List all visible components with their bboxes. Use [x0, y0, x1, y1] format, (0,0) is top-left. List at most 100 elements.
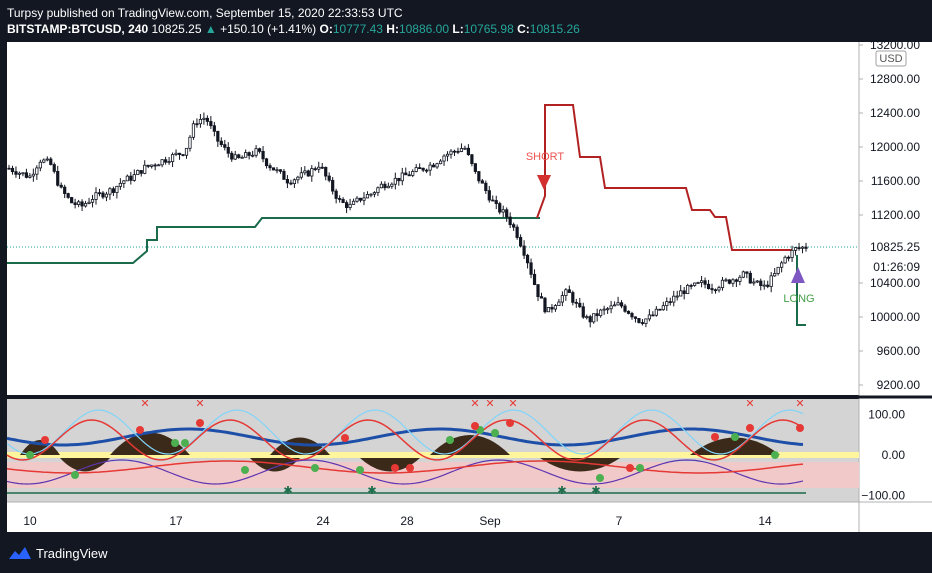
- candle-body: [640, 322, 645, 324]
- oversold-star-icon: ✱: [557, 484, 566, 497]
- bearish-dot: [136, 426, 144, 434]
- currency-label: USD: [879, 53, 902, 65]
- price-axis[interactable]: [859, 42, 932, 502]
- candle-body: [564, 289, 568, 296]
- close-label: C:: [517, 22, 530, 36]
- candle-body: [244, 152, 248, 158]
- bearish-dot: [711, 433, 719, 441]
- bullish-dot: [596, 474, 604, 482]
- candle-body: [519, 237, 523, 247]
- candle-body: [52, 164, 56, 172]
- candle-body: [24, 172, 29, 178]
- candle-body: [769, 275, 773, 287]
- candle-body: [780, 262, 784, 268]
- high-value: 10886.00: [398, 22, 450, 36]
- bullish-dot: [181, 439, 189, 447]
- bar-countdown: 01:26:09: [873, 260, 920, 274]
- candle-body: [56, 170, 60, 186]
- candle-body: [327, 175, 331, 181]
- oscillator-dip: [60, 458, 110, 472]
- candle-body: [470, 154, 474, 165]
- candle-body: [644, 318, 648, 324]
- candle-body: [623, 305, 627, 312]
- candle-body: [17, 172, 22, 175]
- candle-body: [595, 313, 599, 317]
- time-tick-labels: 10 17 24 28 Sep 7 14: [23, 514, 772, 528]
- time-tick: 24: [316, 514, 330, 528]
- candle-body: [219, 140, 223, 145]
- candle-body: [658, 308, 662, 311]
- candle-body: [741, 271, 745, 278]
- last-price-axis-label: 10825.25: [870, 240, 920, 254]
- candle-body: [762, 284, 766, 287]
- candle-body: [522, 245, 526, 256]
- candle-body: [202, 117, 206, 120]
- candle-body: [195, 123, 199, 126]
- candle-body: [407, 174, 411, 177]
- candle-body: [647, 314, 651, 320]
- trailing-stop-long: [7, 217, 540, 264]
- candle-body: [170, 154, 175, 162]
- candle-body: [115, 185, 119, 193]
- candle-body: [727, 279, 732, 284]
- candle-body: [592, 313, 596, 323]
- candle-body: [588, 316, 592, 323]
- candle-body: [710, 288, 714, 291]
- purple-line: [6, 459, 804, 485]
- candle-body: [689, 284, 693, 287]
- candle-body: [734, 279, 738, 282]
- price-tick: 12000.00: [870, 140, 920, 154]
- candle-body: [358, 197, 363, 201]
- candle-body: [216, 130, 220, 142]
- short-signal-label: SHORT: [526, 151, 565, 163]
- candle-body: [87, 201, 91, 204]
- candle-body: [626, 310, 631, 314]
- candle-body: [181, 154, 185, 156]
- candle-body: [571, 292, 575, 303]
- candle-body: [251, 154, 255, 157]
- candle-body: [400, 172, 404, 182]
- candle-body: [292, 179, 296, 185]
- candle-body: [157, 164, 161, 167]
- candle-body: [313, 168, 317, 171]
- candle-body: [31, 173, 35, 177]
- candle-body: [599, 309, 603, 317]
- candle-body: [153, 164, 157, 167]
- candle-body: [752, 281, 756, 284]
- candle-body: [351, 200, 356, 205]
- red-line: [6, 419, 804, 461]
- overbought-cross-icon: ✕: [745, 397, 754, 410]
- candle-body: [724, 279, 728, 282]
- candle-body: [773, 273, 777, 277]
- candle-body: [745, 271, 749, 274]
- tradingview-logo[interactable]: TradingView: [8, 545, 108, 561]
- candle-body: [459, 148, 464, 152]
- overbought-cross-icon: ✕: [508, 397, 517, 410]
- candle-body: [776, 266, 780, 274]
- candle-body: [10, 167, 15, 173]
- price-tick: 11600.00: [871, 174, 920, 188]
- time-tick: 7: [616, 514, 623, 528]
- candle-body: [686, 284, 690, 295]
- candle-body: [94, 192, 98, 200]
- candle-body: [477, 171, 481, 182]
- candle-body: [456, 150, 460, 153]
- bullish-dot: [71, 471, 79, 479]
- overbought-cross-icon: ✕: [795, 397, 804, 410]
- candle-body: [536, 284, 540, 298]
- candle-body: [282, 170, 286, 180]
- candle-body: [184, 147, 189, 156]
- time-tick: 17: [169, 514, 183, 528]
- candle-body: [654, 308, 658, 316]
- oscillator-dip: [360, 458, 420, 472]
- candle-body: [338, 198, 342, 200]
- bearish-dot: [41, 436, 49, 444]
- candle-body: [800, 246, 805, 249]
- candle-body: [738, 276, 742, 282]
- candle-body: [421, 167, 425, 171]
- time-axis[interactable]: [7, 502, 932, 532]
- candle-body: [254, 148, 258, 156]
- currency-badge[interactable]: [875, 50, 907, 67]
- candle-body: [108, 188, 112, 195]
